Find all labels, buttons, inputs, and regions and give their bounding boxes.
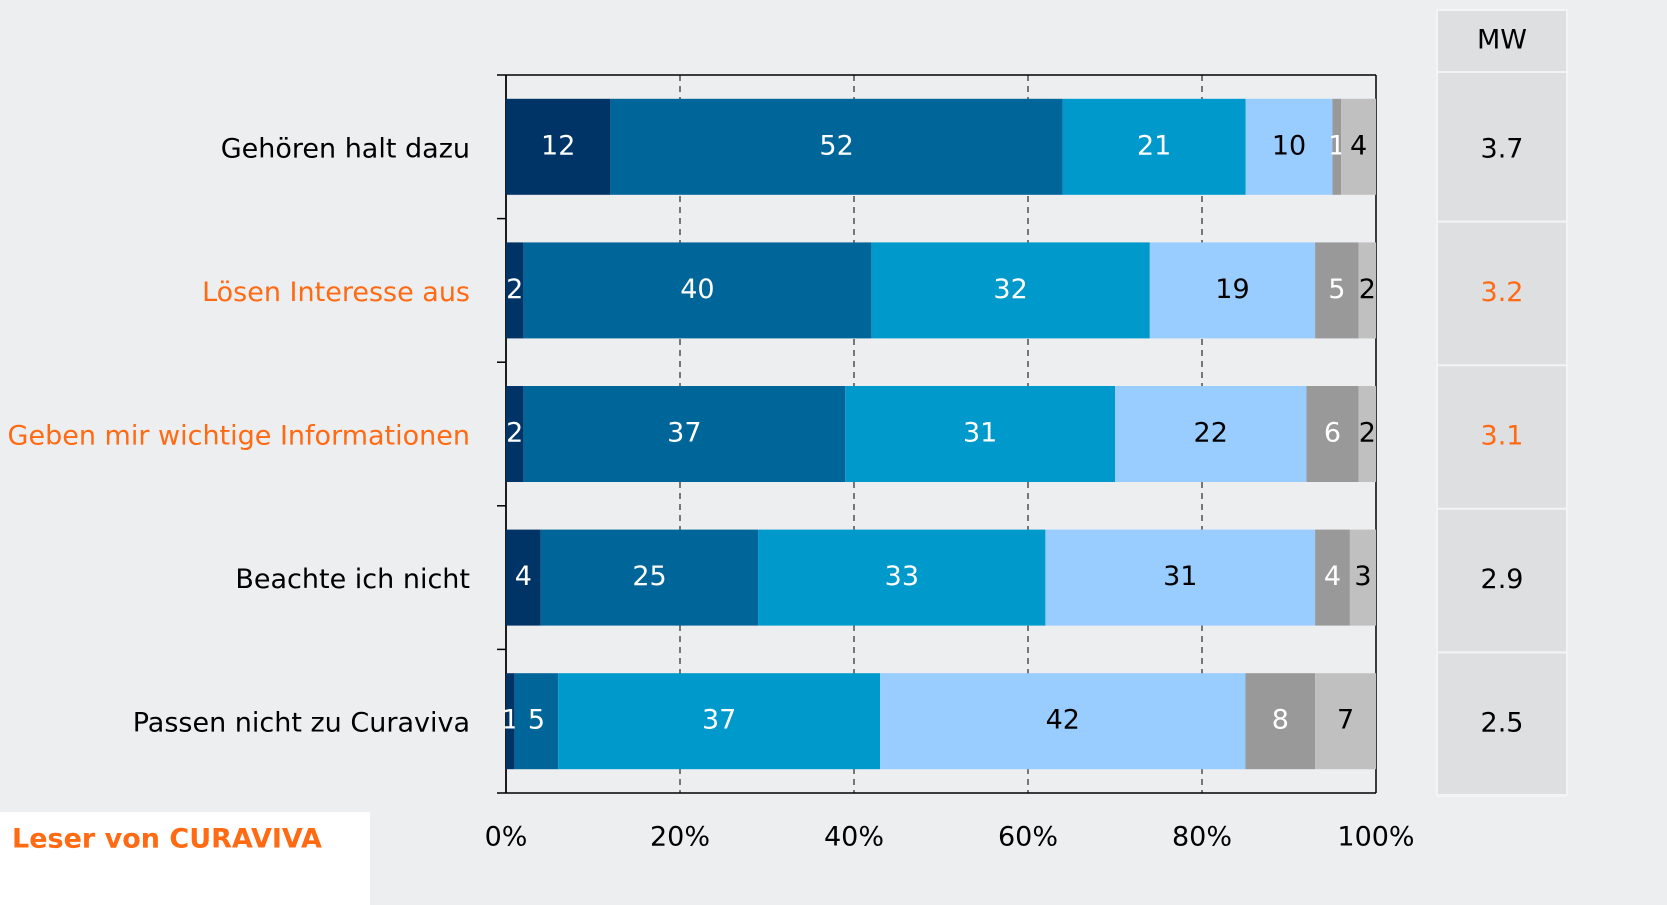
data-label: 4 (1324, 561, 1341, 592)
data-label: 1 (502, 705, 519, 736)
bar-segment (758, 529, 1046, 626)
bar-segment (540, 529, 759, 626)
bar-segment (880, 673, 1246, 770)
category-label: Lösen Interesse aus (202, 277, 470, 308)
group-label-box (0, 812, 370, 905)
data-label: 21 (1137, 130, 1171, 161)
data-label: 42 (1046, 705, 1080, 736)
x-tick-label: 100% (1337, 822, 1414, 853)
data-label: 12 (541, 130, 575, 161)
mw-value: 3.1 (1481, 421, 1524, 452)
data-label: 25 (632, 561, 666, 592)
x-tick-label: 0% (485, 822, 528, 853)
data-label: 32 (993, 274, 1027, 305)
data-label: 22 (1194, 418, 1228, 449)
data-label: 33 (885, 561, 919, 592)
data-label: 5 (528, 705, 545, 736)
bar-segment (506, 386, 524, 482)
bar-segment (1315, 673, 1376, 770)
mw-header: MW (1477, 25, 1527, 56)
data-label: 31 (963, 418, 997, 449)
data-label: 3 (1354, 561, 1371, 592)
category-label: Gehören halt dazu (221, 133, 470, 164)
bar-segment (610, 98, 1063, 195)
category-label: Passen nicht zu Curaviva (133, 708, 470, 739)
bar-segment (1062, 98, 1246, 195)
data-label: 6 (1324, 418, 1341, 449)
bar-segment (1245, 673, 1316, 770)
bar-segment (845, 386, 1115, 482)
bar-segment (1245, 98, 1333, 195)
bar-segment (506, 98, 611, 195)
bar-segment (506, 673, 515, 770)
data-label: 4 (515, 561, 532, 592)
mw-value: 3.2 (1481, 277, 1524, 308)
data-label: 2 (1359, 418, 1376, 449)
x-tick-label: 40% (824, 822, 884, 853)
data-label: 37 (702, 705, 736, 736)
bar-segment (1332, 98, 1342, 195)
data-label: 8 (1272, 705, 1289, 736)
data-label: 31 (1163, 561, 1197, 592)
category-label: Geben mir wichtige Informationen (8, 421, 470, 452)
bar-segment (523, 242, 872, 339)
data-label: 1 (1328, 130, 1345, 161)
bar-segment (1341, 98, 1376, 195)
mw-value: 3.7 (1481, 133, 1524, 164)
bar-segment (514, 673, 559, 770)
bar-segment (558, 673, 881, 770)
bar-segment (1358, 386, 1376, 482)
data-label: 37 (667, 418, 701, 449)
bar-segment (506, 242, 524, 339)
mw-value: 2.9 (1481, 564, 1524, 595)
bar-segment (1149, 242, 1316, 339)
bar-segment (523, 386, 846, 482)
data-label: 2 (1359, 274, 1376, 305)
data-label: 52 (819, 130, 853, 161)
bar-segment (1306, 386, 1359, 482)
x-tick-label: 80% (1172, 822, 1232, 853)
data-label: 7 (1337, 705, 1354, 736)
x-tick-label: 20% (650, 822, 710, 853)
data-label: 19 (1215, 274, 1249, 305)
data-label: 2 (506, 274, 523, 305)
data-label: 5 (1328, 274, 1345, 305)
bar-segment (871, 242, 1150, 339)
mw-value: 2.5 (1481, 708, 1524, 739)
bar-segment (1115, 386, 1307, 482)
bar-segment (1315, 242, 1359, 339)
bar-segment (1045, 529, 1316, 626)
data-label: 10 (1272, 130, 1306, 161)
bar-segment (1349, 529, 1376, 626)
bar-segment (1315, 529, 1350, 626)
x-tick-label: 60% (998, 822, 1058, 853)
data-label: 2 (506, 418, 523, 449)
group-label: Leser von CURAVIVA (12, 824, 322, 855)
data-label: 40 (680, 274, 714, 305)
mw-table (1436, 9, 1568, 796)
data-label: 4 (1350, 130, 1367, 161)
bar-segment (1358, 242, 1376, 339)
category-label: Beachte ich nicht (235, 564, 470, 595)
bar-segment (506, 529, 541, 626)
